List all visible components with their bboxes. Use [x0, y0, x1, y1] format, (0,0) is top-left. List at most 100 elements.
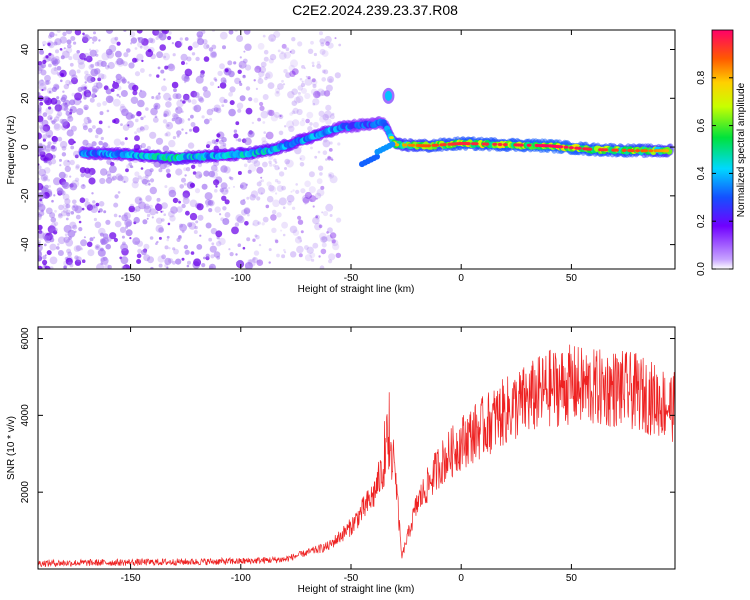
speckle-point: [315, 192, 322, 199]
speckle-point: [113, 138, 122, 146]
speckle-point: [320, 185, 325, 190]
speckle-point: [141, 249, 147, 256]
speckle-point: [221, 104, 225, 107]
speckle-point: [161, 254, 167, 260]
speckle-point: [328, 148, 333, 152]
speckle-point: [272, 164, 276, 167]
speckle-point: [331, 239, 339, 247]
speckle-point: [319, 31, 323, 36]
speckle-point: [73, 245, 81, 253]
speckle-point: [88, 64, 94, 70]
speckle-point: [67, 43, 72, 49]
speckle-point: [213, 107, 219, 113]
speckle-point: [145, 195, 152, 202]
speckle-point: [70, 145, 75, 150]
speckle-point: [91, 93, 96, 99]
speckle-point: [283, 69, 288, 74]
speckle-point: [68, 261, 72, 266]
speckle-point: [174, 40, 182, 48]
speckle-point: [74, 154, 79, 159]
speckle-point: [219, 82, 227, 89]
speckle-point: [38, 230, 45, 239]
speckle-point: [243, 207, 251, 215]
speckle-point: [237, 108, 242, 113]
speckle-point: [165, 121, 174, 130]
speckle-point: [160, 210, 163, 213]
speckle-point: [229, 252, 234, 257]
speckle-point: [288, 64, 295, 72]
speckle-point: [312, 205, 315, 208]
speckle-point: [214, 78, 218, 82]
snr-frame: [37, 326, 676, 570]
speckle-point: [61, 124, 67, 131]
speckle-point: [218, 237, 226, 246]
speckle-point: [50, 145, 57, 152]
speckle-point: [299, 155, 306, 161]
speckle-point: [199, 234, 202, 237]
speckle-point: [248, 259, 256, 267]
speckle-point: [71, 77, 78, 85]
speckle-point: [149, 131, 157, 139]
speckle-point: [190, 122, 196, 127]
speckle-point: [143, 41, 147, 45]
speckle-point: [80, 247, 84, 251]
ridge-peak: [434, 143, 439, 147]
speckle-point: [100, 168, 108, 176]
speckle-point: [211, 139, 216, 144]
speckle-point: [321, 50, 329, 57]
speckle-point: [112, 98, 121, 107]
speckle-point: [176, 99, 184, 108]
speckle-point: [233, 133, 239, 139]
speckle-point: [127, 124, 130, 127]
speckle-point: [38, 92, 41, 97]
colorbar-tick-label: 0.6: [696, 118, 707, 132]
speckle-point: [42, 124, 51, 132]
speckle-point: [138, 201, 147, 210]
speckle-point: [86, 75, 95, 84]
speckle-point: [149, 236, 154, 240]
speckle-point: [110, 88, 115, 92]
speckle-point: [307, 126, 313, 132]
speckle-point: [88, 177, 96, 185]
snr-line: [38, 344, 675, 568]
speckle-point: [38, 109, 42, 116]
speckle-point: [299, 239, 303, 243]
speckle-point: [76, 108, 84, 116]
speckle-point: [268, 160, 272, 164]
speckle-point: [107, 61, 115, 70]
speckle-point: [255, 87, 258, 90]
speckle-point: [292, 229, 300, 236]
speckle-point: [68, 56, 73, 61]
x-tick-label: -150: [121, 273, 141, 284]
speckle-point: [67, 160, 70, 163]
speckle-point: [140, 167, 144, 170]
speckle-point: [172, 93, 179, 100]
ridge-peak: [394, 143, 400, 147]
speckle-point: [246, 237, 251, 242]
speckle-point: [66, 212, 71, 217]
speckle-point: [166, 124, 170, 127]
snr-ticks: -150 -100 -50 0 50 2000 4000 6000: [20, 327, 675, 584]
speckle-point: [278, 114, 284, 120]
speckle-point: [59, 36, 67, 44]
speckle-point: [197, 214, 204, 221]
speckle-point: [238, 60, 247, 69]
speckle-point: [291, 206, 296, 210]
speckle-point: [228, 176, 232, 180]
speckle-point: [257, 117, 261, 122]
speckle-point: [285, 159, 294, 168]
speckle-point: [328, 78, 333, 83]
speckle-point: [184, 37, 189, 41]
speckle-point: [284, 158, 291, 165]
speckle-point: [235, 214, 243, 222]
speckle-point: [89, 49, 97, 57]
speckle-point: [50, 158, 57, 165]
speckle-point: [100, 136, 104, 141]
speckle-point: [91, 192, 94, 195]
speckle-point: [289, 50, 292, 53]
speckle-point: [196, 31, 204, 38]
speckle-point: [143, 243, 150, 250]
speckle-point: [154, 96, 159, 101]
speckle-point: [64, 233, 68, 237]
speckle-point: [115, 50, 122, 58]
